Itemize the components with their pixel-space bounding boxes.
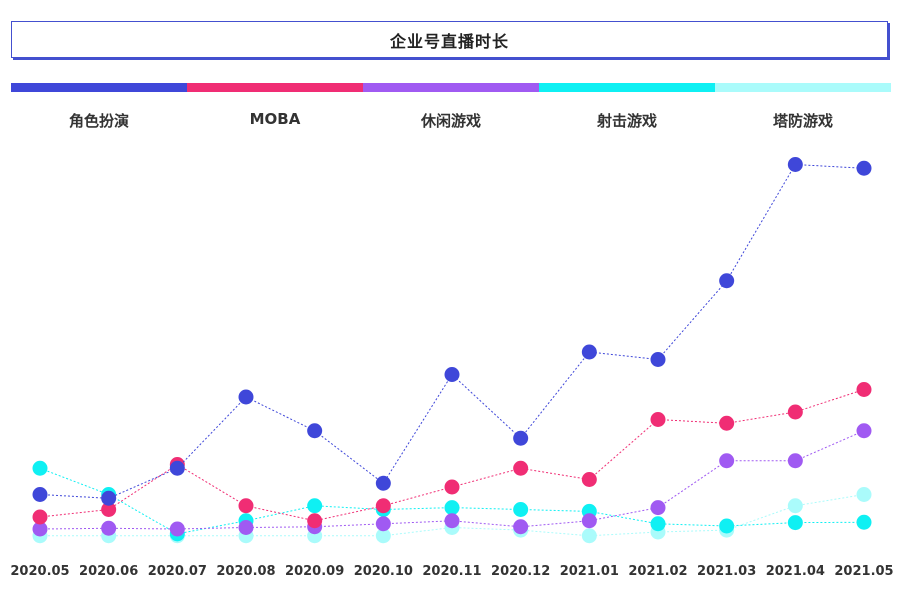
data-point-rpg [650,352,666,367]
data-point-moba [581,472,597,487]
data-point-casual [444,513,460,529]
data-point-moba [444,479,460,495]
data-point-shooter [787,515,803,531]
data-point-moba [375,498,391,514]
data-point-rpg [101,490,117,506]
data-point-casual [32,521,48,537]
legend-label-rpg: 角色扮演 [68,112,129,130]
data-point-rpg [32,487,48,502]
data-point-tower-defense [581,528,597,544]
data-point-moba [719,415,735,431]
data-point-rpg [787,157,803,172]
legend-label-casual: 休闲游戏 [420,112,481,130]
data-point-rpg [513,430,529,446]
data-point-casual [513,519,529,535]
x-tick-label: 2020.12 [491,564,550,579]
x-tick-label: 2020.07 [148,564,207,579]
legend-bar-shooter [539,83,715,92]
legend-bar-tower-defense [715,83,891,92]
x-tick-label: 2020.06 [79,564,138,579]
data-point-rpg [238,389,254,405]
x-tick-label: 2021.02 [628,564,687,579]
data-point-shooter [856,514,872,530]
x-tick-label: 2020.10 [354,564,413,579]
legend: 角色扮演 MOBA 休闲游戏 射击游戏 塔防游戏 [11,110,891,131]
data-point-casual [650,500,666,516]
data-point-moba [787,404,803,420]
data-point-moba [650,412,666,427]
data-point-tower-defense [375,528,391,544]
data-point-shooter [513,502,529,517]
data-point-rpg [375,475,391,491]
data-point-moba [101,502,117,517]
data-point-casual [238,520,254,535]
series-rpg [32,157,872,506]
data-point-casual [375,516,391,532]
data-point-casual [101,520,117,536]
chart-title: 企业号直播时长 [11,21,888,58]
legend-color-bars [11,83,891,92]
x-tick-label: 2020.05 [10,564,69,579]
data-point-moba [32,509,48,525]
legend-bar-moba [187,83,363,92]
data-point-shooter [307,498,323,514]
legend-bar-rpg [11,83,187,92]
legend-label-shooter: 射击游戏 [596,112,657,130]
data-point-shooter [444,500,460,516]
x-tick-label: 2020.11 [422,564,481,579]
data-point-moba [513,460,529,476]
data-point-casual [787,453,803,469]
data-point-casual [169,521,185,537]
data-point-rpg [444,367,460,382]
data-point-rpg [856,160,872,176]
series-line-rpg [39,163,865,499]
data-point-rpg [307,423,323,439]
x-tick-label: 2020.08 [216,564,275,579]
data-point-casual [856,423,872,439]
data-point-casual [719,453,735,469]
data-point-moba [238,498,254,514]
data-point-tower-defense [856,487,872,502]
x-tick-label: 2021.04 [766,564,825,579]
data-point-tower-defense [787,498,803,514]
data-point-rpg [719,273,735,289]
x-tick-label: 2020.09 [285,564,344,579]
legend-label-moba: MOBA [249,110,301,128]
data-point-shooter [32,460,48,476]
x-tick-label: 2021.05 [834,564,893,579]
data-point-moba [856,382,872,397]
data-point-moba [307,513,323,529]
series-casual [32,423,872,537]
data-point-rpg [581,344,597,360]
data-point-casual [581,513,597,529]
x-tick-label: 2021.01 [560,564,619,579]
data-point-shooter [719,518,735,534]
legend-bar-casual [363,83,539,92]
data-point-shooter [650,516,666,532]
legend-label-tower-defense: 塔防游戏 [772,112,833,130]
x-tick-label: 2021.03 [697,564,756,579]
data-point-rpg [169,460,185,476]
